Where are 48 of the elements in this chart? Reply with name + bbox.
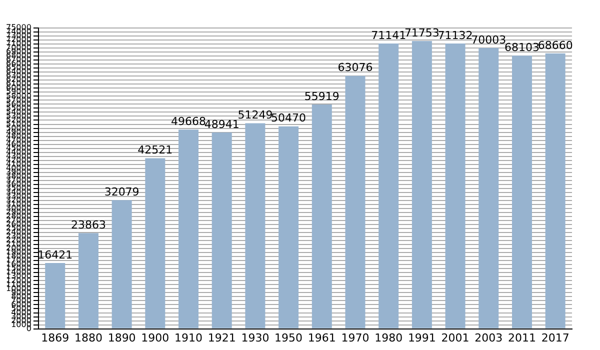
bar (378, 43, 399, 328)
bar (445, 44, 466, 328)
bar (145, 158, 166, 328)
bar (212, 132, 232, 328)
x-tick-label: 2003 (474, 331, 503, 344)
x-tick-label: 1910 (174, 331, 203, 344)
bar (345, 76, 366, 328)
bar (478, 48, 499, 328)
x-tick-label: 1880 (74, 331, 102, 344)
x-tick-label: 1950 (274, 331, 303, 344)
bar (512, 56, 532, 328)
bar (178, 130, 199, 328)
data-label: 71132 (438, 28, 473, 42)
x-tick-label: 1921 (208, 331, 236, 344)
bar (312, 104, 332, 328)
data-label: 16421 (38, 248, 73, 262)
x-tick-label: 1961 (308, 331, 336, 344)
bar (45, 262, 66, 328)
x-tick-label: 1890 (108, 331, 136, 344)
bar (278, 126, 299, 328)
data-label: 48941 (204, 118, 240, 131)
x-tick-label: 1991 (408, 331, 436, 344)
bar (545, 53, 566, 328)
data-label: 55919 (304, 90, 340, 103)
x-tick-label: 2001 (441, 331, 470, 344)
x-tick-label: 1930 (241, 331, 270, 344)
bar (112, 200, 132, 328)
data-label: 23863 (70, 218, 106, 232)
data-label: 32079 (104, 186, 140, 198)
x-tick-label: 1980 (374, 331, 403, 344)
x-tick-label: 1869 (41, 331, 70, 344)
x-tick-label: 2017 (541, 331, 570, 344)
x-tick-label: 2011 (508, 331, 536, 344)
x-tick-label: 1970 (341, 331, 370, 344)
data-label: 68660 (538, 38, 573, 52)
data-label: 51249 (238, 108, 273, 122)
data-label: 42521 (138, 144, 173, 157)
data-label: 49668 (171, 114, 206, 128)
bar (412, 41, 432, 328)
bar (78, 233, 98, 328)
x-tick-label: 1900 (141, 331, 170, 344)
data-label: 71753 (404, 26, 440, 40)
bar (245, 123, 266, 328)
data-label: 68103 (504, 41, 540, 54)
data-label: 70003 (471, 33, 506, 46)
data-label: 50470 (271, 112, 306, 125)
data-label: 63076 (338, 61, 373, 74)
data-label: 71141 (371, 28, 406, 42)
